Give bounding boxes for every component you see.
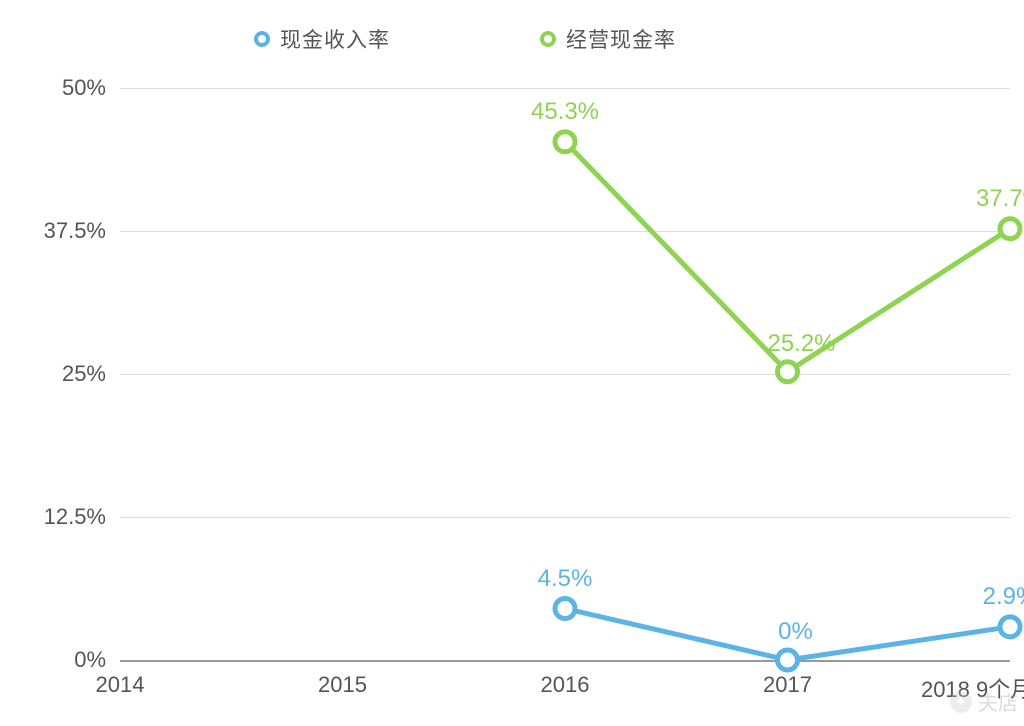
watermark: ✦ 夫店 (950, 687, 1018, 716)
legend-marker-icon (540, 31, 556, 47)
series2-data-label: 37.7% (976, 185, 1024, 213)
series2-marker (555, 132, 575, 152)
legend-item-series1[interactable]: 现金收入率 (254, 24, 390, 54)
watermark-icon: ✦ (950, 691, 972, 713)
series1-data-label: 4.5% (538, 565, 593, 593)
line-chart: 0%12.5%25%37.5%50%20142015201620172018 9… (0, 0, 1024, 726)
series1-marker (778, 650, 798, 670)
legend-label: 现金收入率 (280, 24, 390, 54)
series1-data-label: 2.9% (983, 583, 1024, 611)
series2-data-label: 45.3% (531, 98, 599, 126)
watermark-text: 夫店 (978, 687, 1018, 716)
legend-label: 经营现金率 (566, 24, 676, 54)
legend-marker-icon (254, 31, 270, 47)
series1-marker (1000, 617, 1020, 637)
series2-marker (778, 362, 798, 382)
series1-marker (555, 599, 575, 619)
series2-data-label: 25.2% (767, 330, 835, 358)
series1-data-label: 0% (778, 618, 813, 646)
plot-svg (0, 0, 1024, 726)
legend-item-series2[interactable]: 经营现金率 (540, 24, 676, 54)
series2-marker (1000, 219, 1020, 239)
